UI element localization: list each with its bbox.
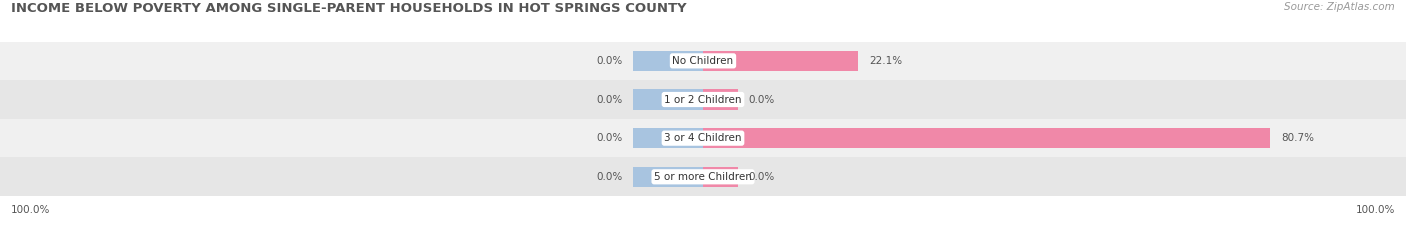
Text: 0.0%: 0.0% xyxy=(596,56,621,66)
Bar xyxy=(633,51,703,71)
Text: 5 or more Children: 5 or more Children xyxy=(654,172,752,182)
Text: 0.0%: 0.0% xyxy=(596,133,621,143)
Bar xyxy=(703,128,1271,148)
Bar xyxy=(0,80,1406,119)
Bar xyxy=(633,167,703,187)
Bar xyxy=(703,167,738,187)
Bar xyxy=(0,119,1406,158)
Bar xyxy=(703,51,858,71)
Bar xyxy=(633,89,703,110)
Text: 0.0%: 0.0% xyxy=(596,95,621,105)
Bar xyxy=(0,41,1406,80)
Text: No Children: No Children xyxy=(672,56,734,66)
Text: 22.1%: 22.1% xyxy=(869,56,903,66)
Bar xyxy=(0,158,1406,196)
Text: 0.0%: 0.0% xyxy=(749,95,775,105)
Text: 100.0%: 100.0% xyxy=(11,205,51,215)
Bar xyxy=(633,128,703,148)
Text: INCOME BELOW POVERTY AMONG SINGLE-PARENT HOUSEHOLDS IN HOT SPRINGS COUNTY: INCOME BELOW POVERTY AMONG SINGLE-PARENT… xyxy=(11,2,688,15)
Text: 80.7%: 80.7% xyxy=(1281,133,1313,143)
Text: 0.0%: 0.0% xyxy=(749,172,775,182)
Bar xyxy=(703,89,738,110)
Text: Source: ZipAtlas.com: Source: ZipAtlas.com xyxy=(1284,2,1395,12)
Text: 0.0%: 0.0% xyxy=(596,172,621,182)
Text: 1 or 2 Children: 1 or 2 Children xyxy=(664,95,742,105)
Text: 3 or 4 Children: 3 or 4 Children xyxy=(664,133,742,143)
Text: 100.0%: 100.0% xyxy=(1355,205,1395,215)
